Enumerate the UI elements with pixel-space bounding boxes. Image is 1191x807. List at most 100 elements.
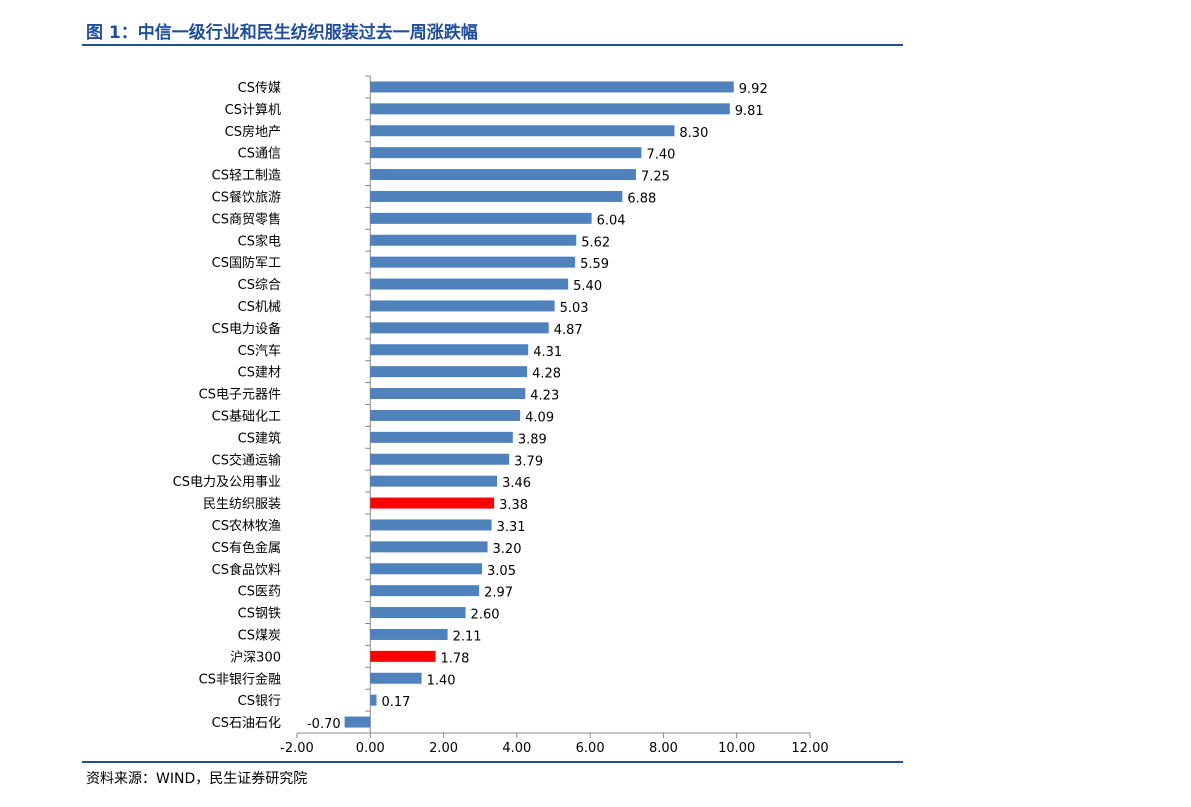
bar xyxy=(370,541,488,553)
category-label: CS轻工制造 xyxy=(212,169,281,184)
category-label: CS综合 xyxy=(238,278,281,293)
bar xyxy=(370,190,623,202)
bar xyxy=(370,431,513,443)
data-label: 0.17 xyxy=(382,695,411,710)
bar xyxy=(370,278,569,290)
data-label: 6.04 xyxy=(597,213,626,228)
x-tick-label: 8.00 xyxy=(649,741,678,756)
data-label: 9.81 xyxy=(735,104,764,119)
bar xyxy=(344,716,371,728)
category-label: CS煤炭 xyxy=(238,628,281,643)
category-label: CS农林牧渔 xyxy=(212,519,281,534)
category-label: CS餐饮旅游 xyxy=(212,189,281,205)
bar xyxy=(370,453,510,465)
bar xyxy=(370,388,526,400)
category-label: CS建筑 xyxy=(238,430,281,446)
category-label: CS通信 xyxy=(238,147,281,162)
data-label: 8.30 xyxy=(679,126,708,141)
data-label: 7.25 xyxy=(641,170,670,185)
bar xyxy=(370,125,675,137)
category-label: CS非银行金融 xyxy=(199,671,281,687)
data-label: 1.40 xyxy=(427,673,456,688)
category-label: CS传媒 xyxy=(238,81,281,96)
footer-rule xyxy=(82,761,903,763)
category-label: CS石油石化 xyxy=(212,716,281,731)
data-label: 5.59 xyxy=(580,257,609,272)
category-label: CS电力及公用事业 xyxy=(173,475,281,490)
data-label: 3.79 xyxy=(514,454,543,469)
bar xyxy=(370,366,528,378)
category-label: CS机械 xyxy=(238,300,281,315)
bar xyxy=(370,409,521,421)
data-label: 4.31 xyxy=(533,345,562,360)
data-label: 4.23 xyxy=(530,389,559,404)
category-label: CS钢铁 xyxy=(238,607,281,622)
bar xyxy=(370,234,577,246)
data-label: 1.78 xyxy=(441,651,470,666)
x-tick-label: 0.00 xyxy=(356,741,385,756)
axes: -2.00 0.00 2.00 4.00 6.00 8.00 10.00 12.00 xyxy=(280,75,829,756)
x-tick-label: 12.00 xyxy=(791,741,828,756)
data-label: 3.20 xyxy=(493,542,522,557)
bar xyxy=(370,322,549,334)
source-note: 资料来源：WIND，民生证券研究院 xyxy=(86,771,308,787)
bar xyxy=(370,519,492,531)
data-label: 3.31 xyxy=(497,520,526,535)
data-label: 2.97 xyxy=(484,586,513,601)
data-label: 6.88 xyxy=(627,191,656,206)
data-label: 3.38 xyxy=(499,498,528,513)
data-label: 2.11 xyxy=(453,629,482,644)
data-label: 9.92 xyxy=(739,82,768,97)
category-label: CS商贸零售 xyxy=(212,211,281,227)
title-rule xyxy=(82,44,903,46)
x-tick-label: -2.00 xyxy=(280,741,314,756)
data-label: 7.40 xyxy=(646,148,675,163)
x-tick-label: 2.00 xyxy=(429,741,458,756)
bar xyxy=(370,650,436,662)
data-label: 4.28 xyxy=(532,367,561,382)
category-label: CS交通运输 xyxy=(212,452,281,468)
figure-title: 图 1：中信一级行业和民生纺织服装过去一周涨跌幅 xyxy=(86,23,478,43)
bar xyxy=(370,497,495,509)
bars xyxy=(344,81,734,728)
x-tick-label: 6.00 xyxy=(576,741,605,756)
category-label: CS房地产 xyxy=(225,124,281,140)
bar xyxy=(370,103,730,115)
bar xyxy=(370,300,555,312)
category-label: CS食品饮料 xyxy=(212,562,281,578)
bar xyxy=(370,607,466,619)
category-label: CS国防军工 xyxy=(212,255,281,271)
labels: CS传媒 9.92 CS计算机 9.81 CS房地产 8.30 CS通信 7.40 CS轻工制造… xyxy=(173,81,768,732)
category-label: CS有色金属 xyxy=(212,540,281,556)
category-label: CS电力设备 xyxy=(212,321,281,337)
bar xyxy=(370,147,642,159)
data-label: 3.89 xyxy=(518,432,547,447)
bar xyxy=(370,169,636,181)
data-label: 4.87 xyxy=(554,323,583,338)
data-label: 5.62 xyxy=(581,235,610,250)
bar xyxy=(370,694,377,706)
data-label: 5.03 xyxy=(560,301,589,316)
data-label: 3.46 xyxy=(502,476,531,491)
x-tick-label: 10.00 xyxy=(718,741,755,756)
x-tick-label: 4.00 xyxy=(502,741,531,756)
category-label: CS计算机 xyxy=(225,103,281,118)
bar xyxy=(370,628,448,640)
bar xyxy=(370,672,422,684)
bar xyxy=(370,563,483,575)
category-label: 沪深300 xyxy=(230,649,281,665)
data-label: 2.60 xyxy=(471,608,500,623)
category-label: CS电子元器件 xyxy=(199,388,281,403)
category-label: CS医药 xyxy=(238,585,281,600)
bar xyxy=(370,212,592,224)
bar xyxy=(370,81,734,93)
data-label: -0.70 xyxy=(307,717,341,732)
data-label: 4.09 xyxy=(525,410,554,425)
category-label: CS银行 xyxy=(238,694,281,709)
category-label: CS基础化工 xyxy=(212,409,281,424)
bar xyxy=(370,585,480,597)
category-label: 民生纺织服装 xyxy=(203,497,281,512)
data-label: 3.05 xyxy=(487,564,516,579)
category-label: CS家电 xyxy=(238,233,281,249)
